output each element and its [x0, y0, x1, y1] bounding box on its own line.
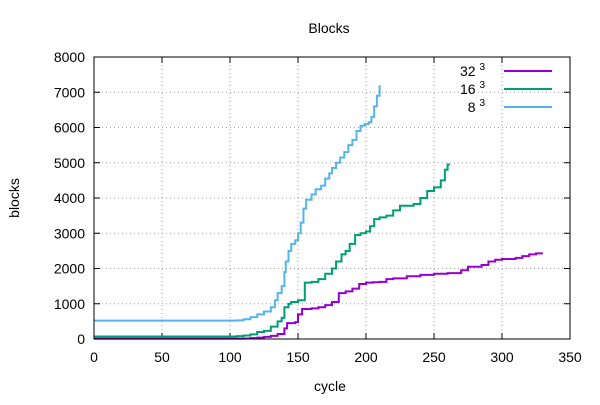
y-tick-label: 4000 [54, 190, 85, 206]
y-tick-label: 8000 [54, 49, 85, 65]
chart-title: Blocks [308, 20, 349, 36]
x-tick-label: 150 [286, 349, 310, 365]
series-line-16 [94, 163, 450, 338]
x-axis-label: cycle [314, 378, 346, 394]
legend-entry-8: 8 3 [468, 98, 552, 115]
legend-label: 16 3 [460, 80, 485, 97]
plot-border [93, 56, 571, 340]
series-line-8 [94, 85, 381, 322]
grid-lines [94, 57, 570, 339]
data-series [94, 85, 543, 340]
y-tick-label: 7000 [54, 84, 85, 100]
legend-entry-32: 32 3 [460, 62, 552, 79]
y-tick-label: 0 [77, 331, 85, 347]
legend-label: 8 3 [468, 98, 486, 115]
y-tick-label: 1000 [54, 296, 85, 312]
x-tick-label: 0 [90, 349, 98, 365]
tick-labels: 0 1000 2000 3000 4000 5000 6000 7000 8000 0 50 100 1… [54, 49, 582, 365]
y-tick-label: 6000 [54, 120, 85, 136]
x-tick-label: 350 [558, 349, 582, 365]
series-line-32 [94, 252, 543, 340]
y-tick-label: 3000 [54, 225, 85, 241]
x-tick-label: 100 [218, 349, 242, 365]
x-tick-label: 300 [490, 349, 514, 365]
x-tick-label: 200 [354, 349, 378, 365]
legend-entry-16: 16 3 [460, 80, 552, 97]
y-tick-label: 2000 [54, 261, 85, 277]
y-tick-label: 5000 [54, 155, 85, 171]
legend-label: 32 3 [460, 62, 485, 79]
legend: 32 316 38 3 [460, 62, 552, 115]
x-tick-label: 50 [154, 349, 170, 365]
y-axis-label: blocks [6, 178, 22, 218]
x-tick-label: 250 [422, 349, 446, 365]
